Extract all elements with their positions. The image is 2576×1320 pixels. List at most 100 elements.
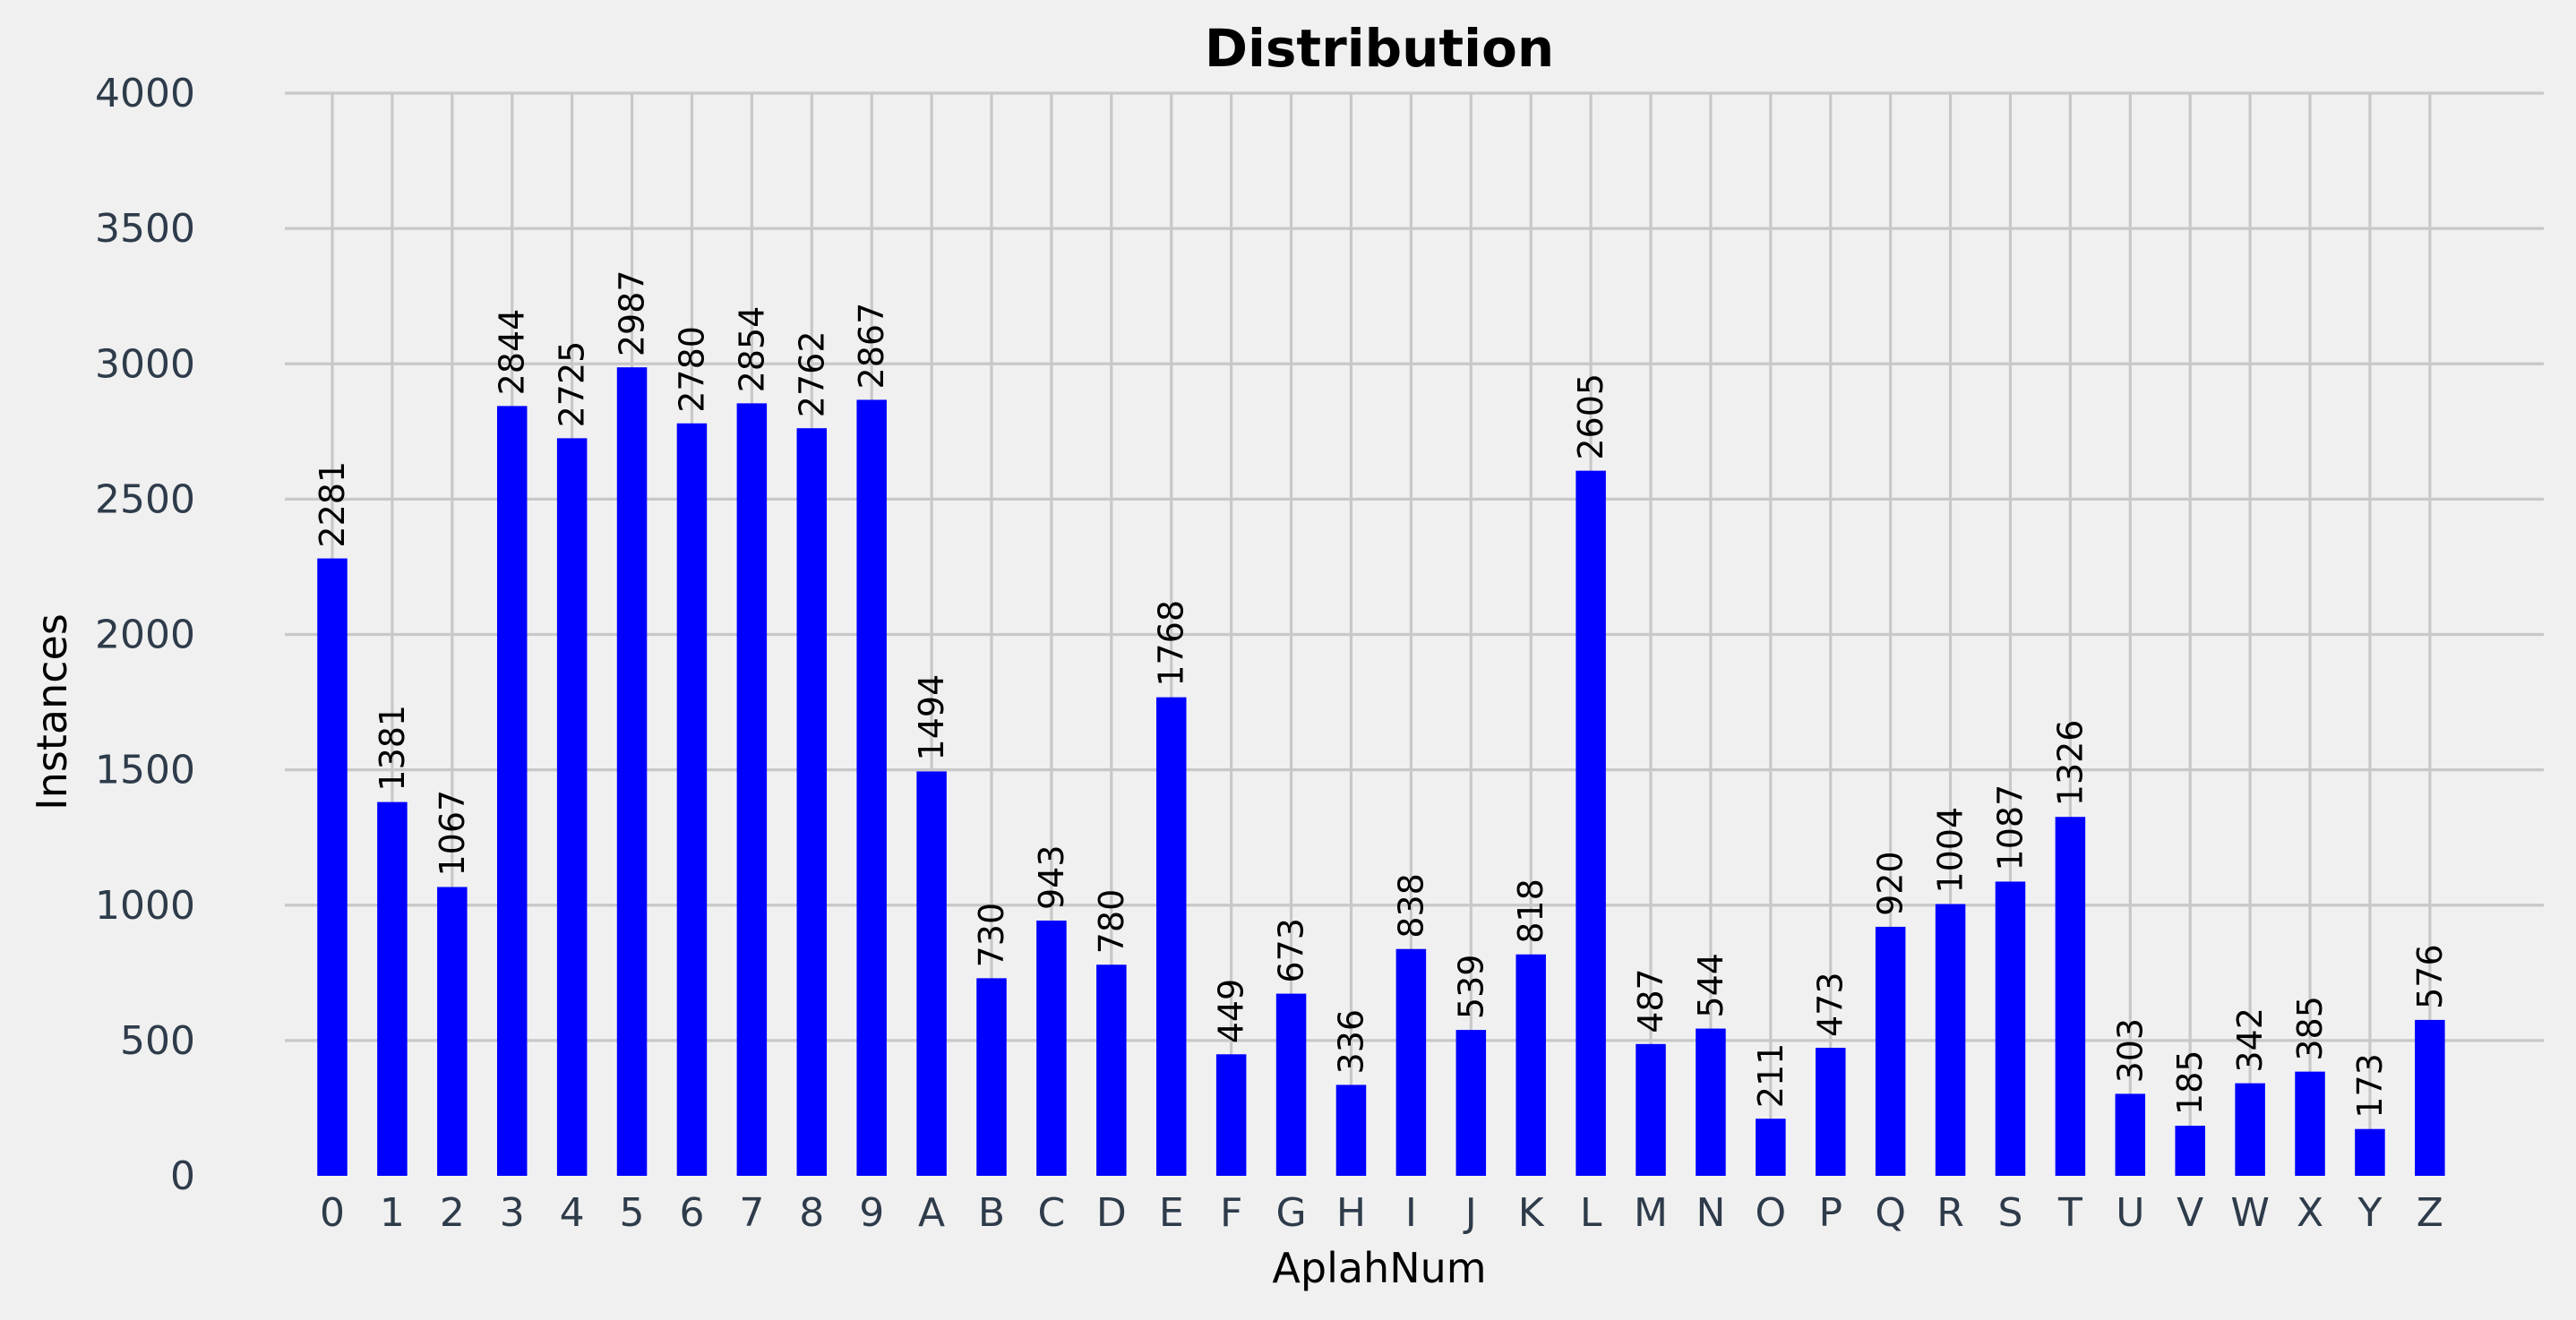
y-tick-label: 1000 [95, 883, 195, 929]
bar [317, 558, 348, 1176]
bar [1455, 1030, 1487, 1176]
x-tick-label: I [1405, 1190, 1417, 1236]
x-tick-label: V [2177, 1190, 2203, 1236]
y-tick-label: 1500 [95, 748, 195, 793]
data-label: 1067 [433, 790, 472, 877]
x-tick-label: 3 [500, 1190, 525, 1236]
data-label: 818 [1511, 879, 1550, 944]
data-label: 185 [2170, 1050, 2210, 1116]
x-tick-label: G [1276, 1190, 1307, 1236]
x-tick-label: W [2230, 1190, 2270, 1236]
bar [1576, 470, 1606, 1176]
bar [2055, 817, 2086, 1176]
x-tick-label: C [1038, 1190, 1066, 1236]
x-tick-label: 1 [380, 1190, 405, 1236]
bar [1696, 1028, 1726, 1176]
x-tick-label: X [2297, 1190, 2323, 1236]
data-label: 1087 [1990, 784, 2030, 871]
bar [856, 399, 887, 1177]
y-tick-label: 3000 [95, 341, 195, 387]
x-tick-label: L [1580, 1190, 1602, 1236]
chart-title: Distribution [1205, 18, 1554, 79]
data-label: 336 [1331, 1009, 1370, 1075]
bar [496, 406, 528, 1176]
bar [377, 801, 408, 1176]
bar [2295, 1071, 2325, 1176]
y-tick-label: 0 [170, 1153, 195, 1199]
x-tick-label: P [1818, 1190, 1842, 1236]
bar [2175, 1126, 2205, 1176]
bar [916, 771, 947, 1176]
x-tick-label: 4 [560, 1190, 585, 1236]
bar [1935, 904, 1966, 1176]
data-label: 576 [2410, 944, 2450, 1009]
x-tick-label: N [1696, 1190, 1725, 1236]
x-tick-label: 8 [799, 1190, 824, 1236]
data-label: 539 [1451, 955, 1490, 1020]
bar [1756, 1119, 1786, 1176]
data-label: 385 [2290, 996, 2330, 1061]
y-tick-label: 2000 [95, 613, 195, 658]
data-labels: 2281 1381 1067 2844 2725 2987 2780 2854 2762 2867… [313, 270, 2450, 1118]
x-tick-label: 6 [679, 1190, 704, 1236]
x-tick-label: S [1998, 1190, 2023, 1236]
x-tick-label: K [1518, 1190, 1545, 1236]
x-tick-label: J [1463, 1190, 1477, 1236]
x-tick-label: R [1936, 1190, 1964, 1236]
bar [1995, 881, 2026, 1176]
x-tick-label: 5 [620, 1190, 645, 1236]
data-label: 2281 [313, 461, 352, 548]
data-label: 2844 [493, 309, 532, 396]
x-tick-label: M [1634, 1190, 1668, 1236]
data-label: 1381 [373, 705, 412, 792]
bar [1215, 1054, 1247, 1176]
bar [1036, 920, 1067, 1176]
x-tick-label: 0 [320, 1190, 345, 1236]
x-tick-label: H [1336, 1190, 1366, 1236]
data-label: 303 [2110, 1018, 2150, 1084]
bar [1096, 964, 1127, 1176]
data-label: 1004 [1931, 807, 1971, 894]
data-label: 1494 [912, 674, 951, 761]
data-label: 2987 [613, 270, 652, 356]
x-tick-label: 7 [739, 1190, 764, 1236]
data-label: 173 [2350, 1053, 2390, 1119]
bar [1516, 954, 1546, 1176]
data-label: 342 [2230, 1007, 2270, 1073]
x-tick-label: O [1756, 1190, 1787, 1236]
y-tick-label: 2500 [95, 476, 195, 522]
y-tick-label: 3500 [95, 206, 195, 252]
data-label: 544 [1691, 953, 1730, 1018]
x-tick-label: E [1159, 1190, 1184, 1236]
data-label: 2854 [732, 306, 771, 393]
bar [976, 978, 1007, 1176]
bar [437, 887, 468, 1176]
data-label: 473 [1811, 973, 1850, 1038]
x-tick-label: B [978, 1190, 1005, 1236]
data-label: 730 [972, 903, 1011, 968]
x-tick-label: Z [2417, 1190, 2443, 1236]
data-label: 838 [1391, 873, 1430, 939]
x-tick-label: D [1096, 1190, 1127, 1236]
data-label: 1326 [2050, 719, 2090, 806]
bar [1875, 926, 1906, 1176]
x-tick-label: T [2057, 1190, 2082, 1236]
data-label: 211 [1751, 1043, 1790, 1109]
bar [1335, 1084, 1367, 1176]
data-label: 2605 [1571, 373, 1610, 460]
bar [2235, 1083, 2265, 1176]
bar [1816, 1048, 1846, 1176]
bar [2355, 1128, 2385, 1176]
bar [2415, 1019, 2445, 1176]
data-label: 449 [1212, 979, 1251, 1044]
bar [556, 438, 588, 1176]
bar [1275, 993, 1307, 1176]
bar [796, 428, 828, 1176]
y-axis-label: Instances [28, 613, 76, 810]
data-label: 2867 [852, 303, 891, 390]
data-label: 487 [1631, 968, 1670, 1033]
x-tick-label: Q [1875, 1190, 1906, 1236]
bar [1636, 1043, 1666, 1176]
